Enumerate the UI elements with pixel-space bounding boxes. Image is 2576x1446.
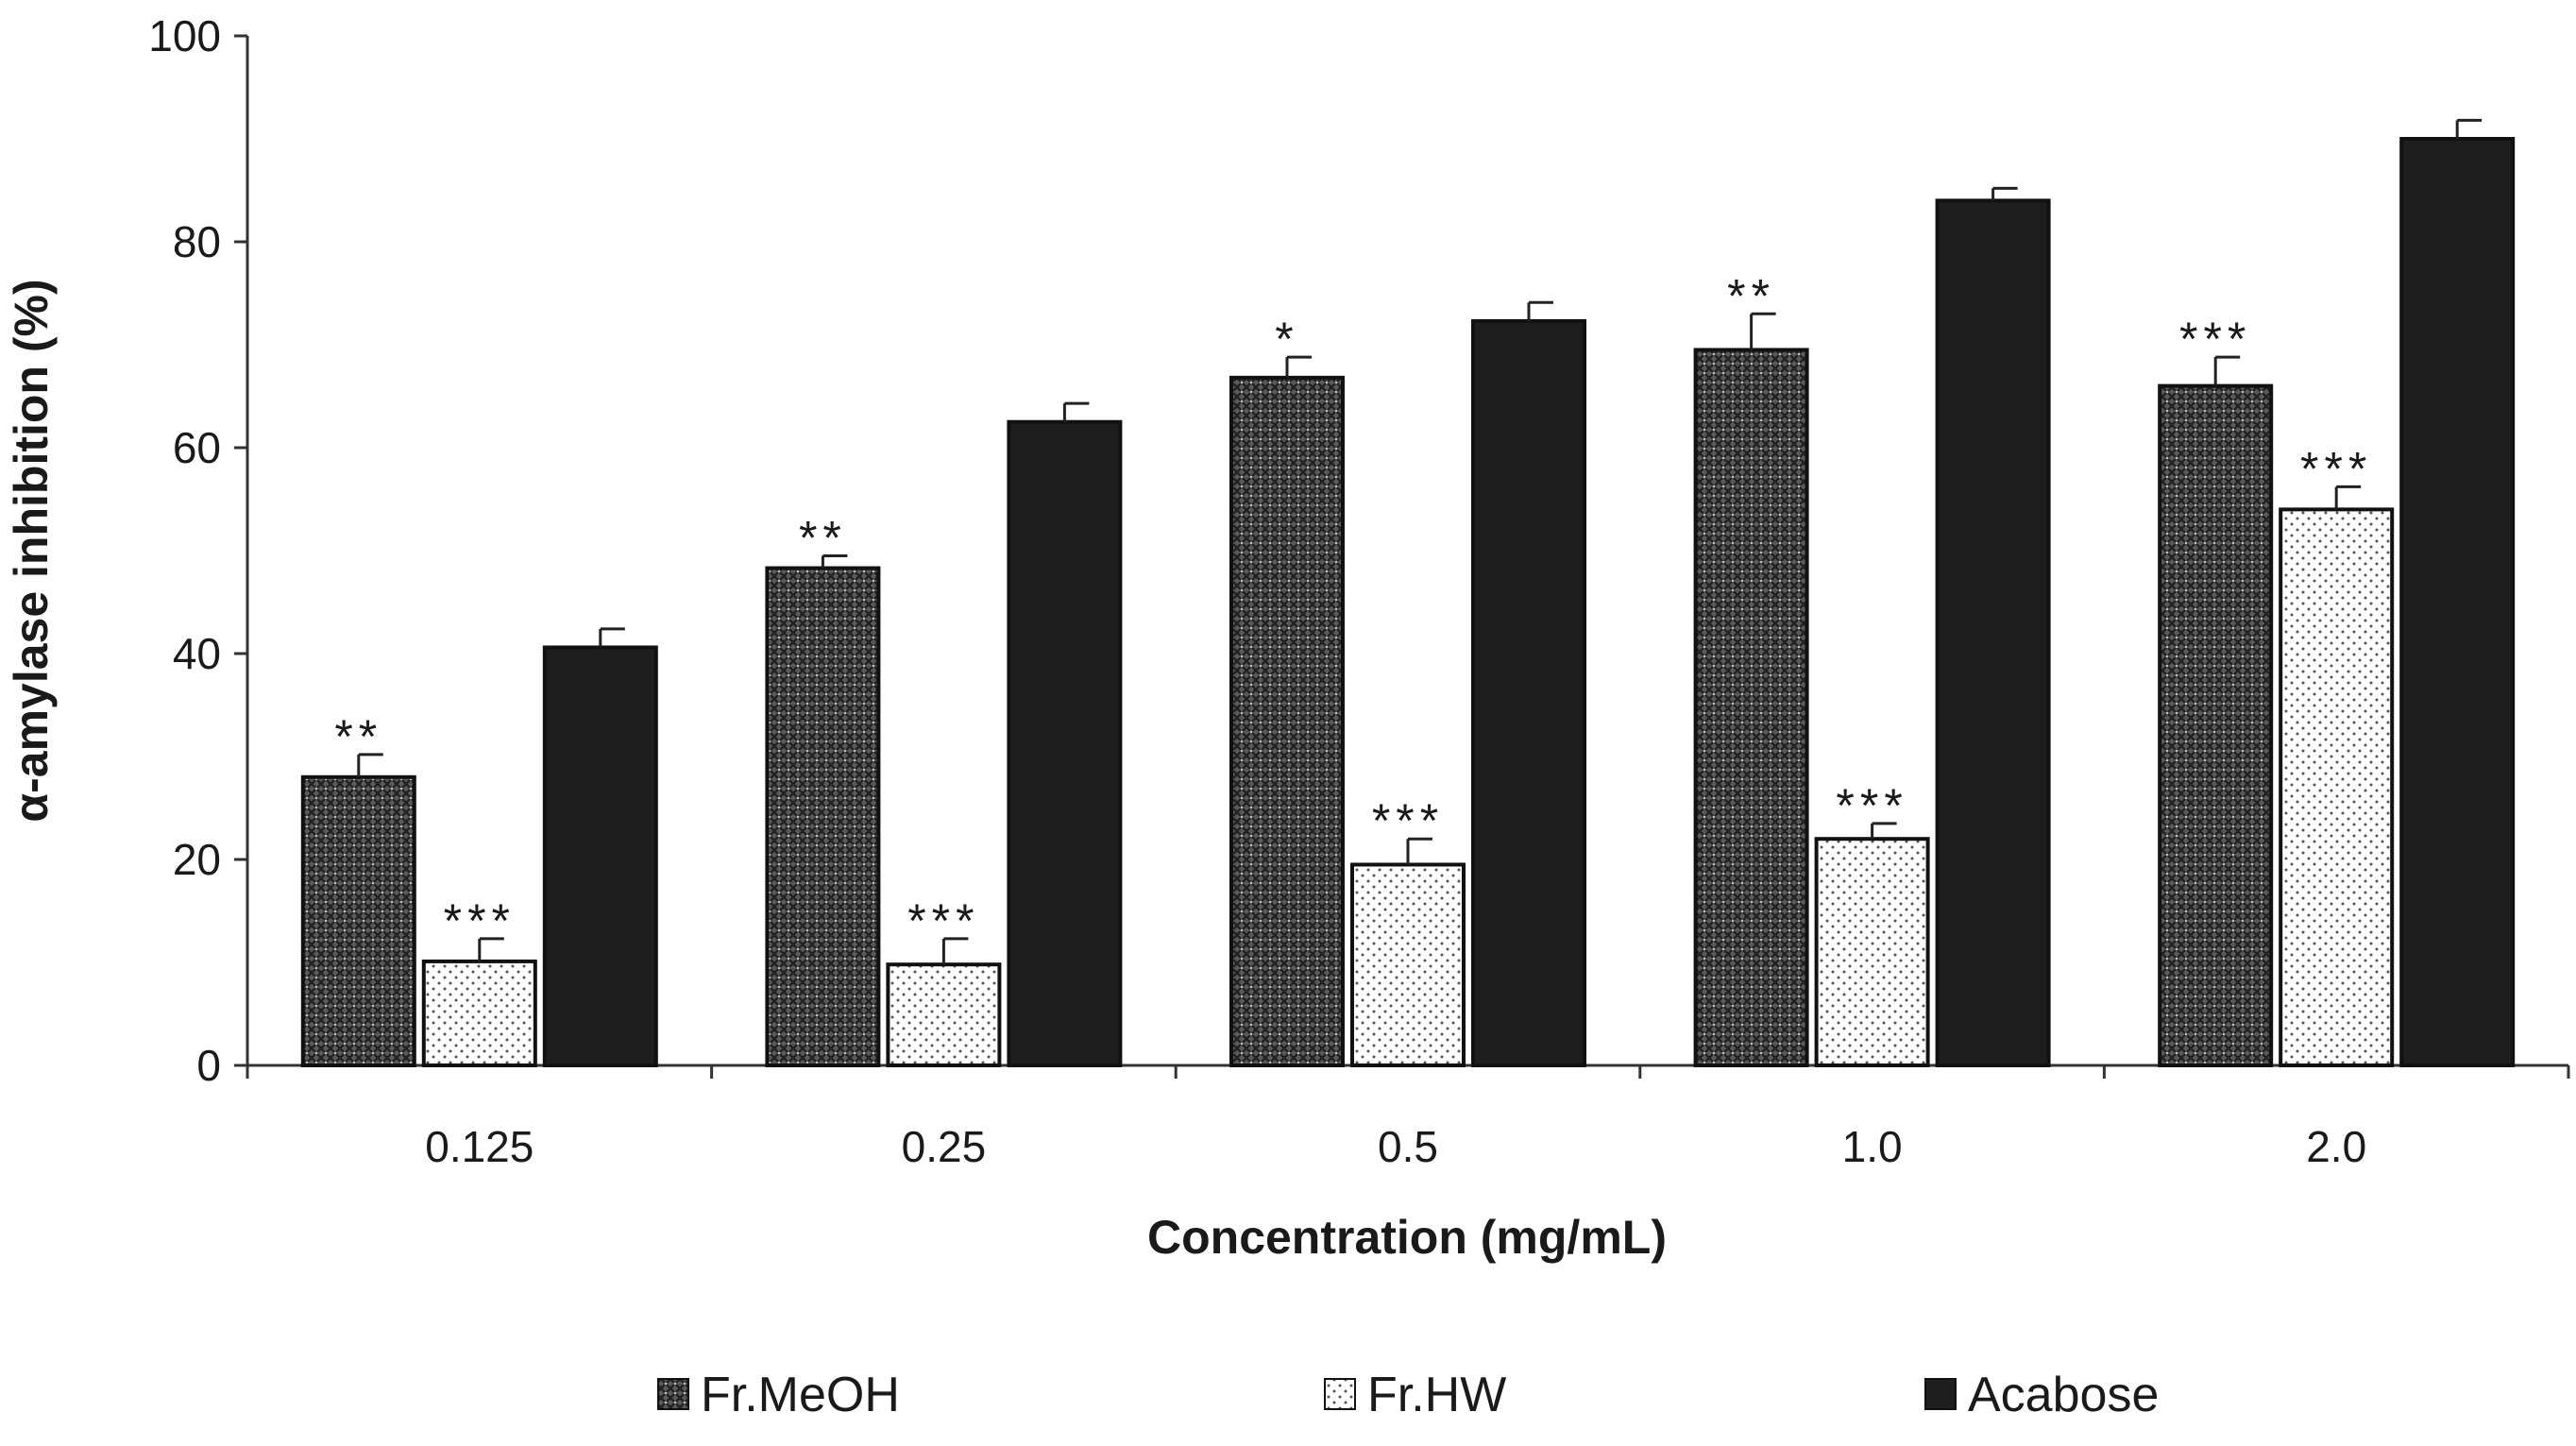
y-tick-label: 60 [173, 423, 221, 472]
legend-label-acabose: Acabose [1968, 1368, 2159, 1422]
significance-label: ** [799, 511, 847, 564]
significance-label: ** [1727, 269, 1775, 322]
bars [300, 137, 2516, 1068]
bar-fr-hw-1 [886, 962, 1002, 1067]
bar-fr-meoh-4 [2158, 383, 2274, 1068]
y-tick-label: 20 [173, 835, 221, 884]
y-tick-label: 40 [173, 629, 221, 678]
significance-label: *** [444, 894, 516, 947]
bar-acabose-1 [1007, 419, 1123, 1067]
legend-label-fr-meoh: Fr.MeOH [701, 1368, 900, 1422]
bar-fr-hw-0 [421, 959, 537, 1067]
x-tick-label: 1.0 [1842, 1122, 1903, 1171]
legend-label-fr-hw: Fr.HW [1367, 1368, 1506, 1422]
significance-labels: ************* ****** ****** [334, 269, 2372, 947]
x-tick-label: 0.5 [1378, 1122, 1438, 1171]
significance-label: *** [907, 894, 979, 947]
significance-label: * [1275, 313, 1298, 366]
x-tick-label: 2.0 [2306, 1122, 2366, 1171]
bar-fr-meoh-1 [765, 566, 881, 1067]
bar-acabose-2 [1471, 318, 1586, 1067]
bar-acabose-0 [542, 645, 658, 1068]
bar-acabose-3 [1935, 198, 2051, 1067]
bar-fr-meoh-2 [1229, 375, 1345, 1067]
bar-fr-meoh-3 [1693, 348, 1809, 1067]
significance-label: *** [1372, 794, 1444, 847]
y-ticks: 0 20 40 60 80 100 [148, 11, 247, 1090]
y-tick-label: 100 [148, 11, 221, 60]
significance-label: *** [2300, 442, 2372, 495]
y-tick-label: 80 [173, 217, 221, 266]
x-tick-label: 0.25 [902, 1122, 987, 1171]
legend: Fr.MeOH Fr.HW Acabose [657, 1368, 2159, 1422]
legend-swatch-fr-meoh [657, 1378, 689, 1410]
significance-label: *** [1836, 779, 1907, 832]
significance-label: *** [2179, 313, 2251, 366]
legend-swatch-acabose [1924, 1378, 1957, 1410]
y-axis-title: α-amylase inhibition (%) [5, 279, 58, 822]
error-bars [357, 118, 2483, 965]
x-ticks: 0.125 0.25 0.5 1.0 2.0 [246, 1065, 2570, 1171]
bar-fr-hw-4 [2279, 507, 2395, 1067]
x-axis-title: Concentration (mg/mL) [1147, 1211, 1667, 1264]
y-tick-label: 0 [196, 1041, 221, 1090]
legend-swatch-fr-hw [1324, 1378, 1356, 1410]
bar-fr-hw-2 [1350, 862, 1466, 1068]
x-tick-label: 0.125 [425, 1122, 534, 1171]
significance-label: ** [334, 710, 382, 763]
bar-fr-meoh-0 [300, 774, 416, 1067]
bar-acabose-4 [2399, 137, 2516, 1067]
bar-fr-hw-3 [1814, 837, 1930, 1068]
